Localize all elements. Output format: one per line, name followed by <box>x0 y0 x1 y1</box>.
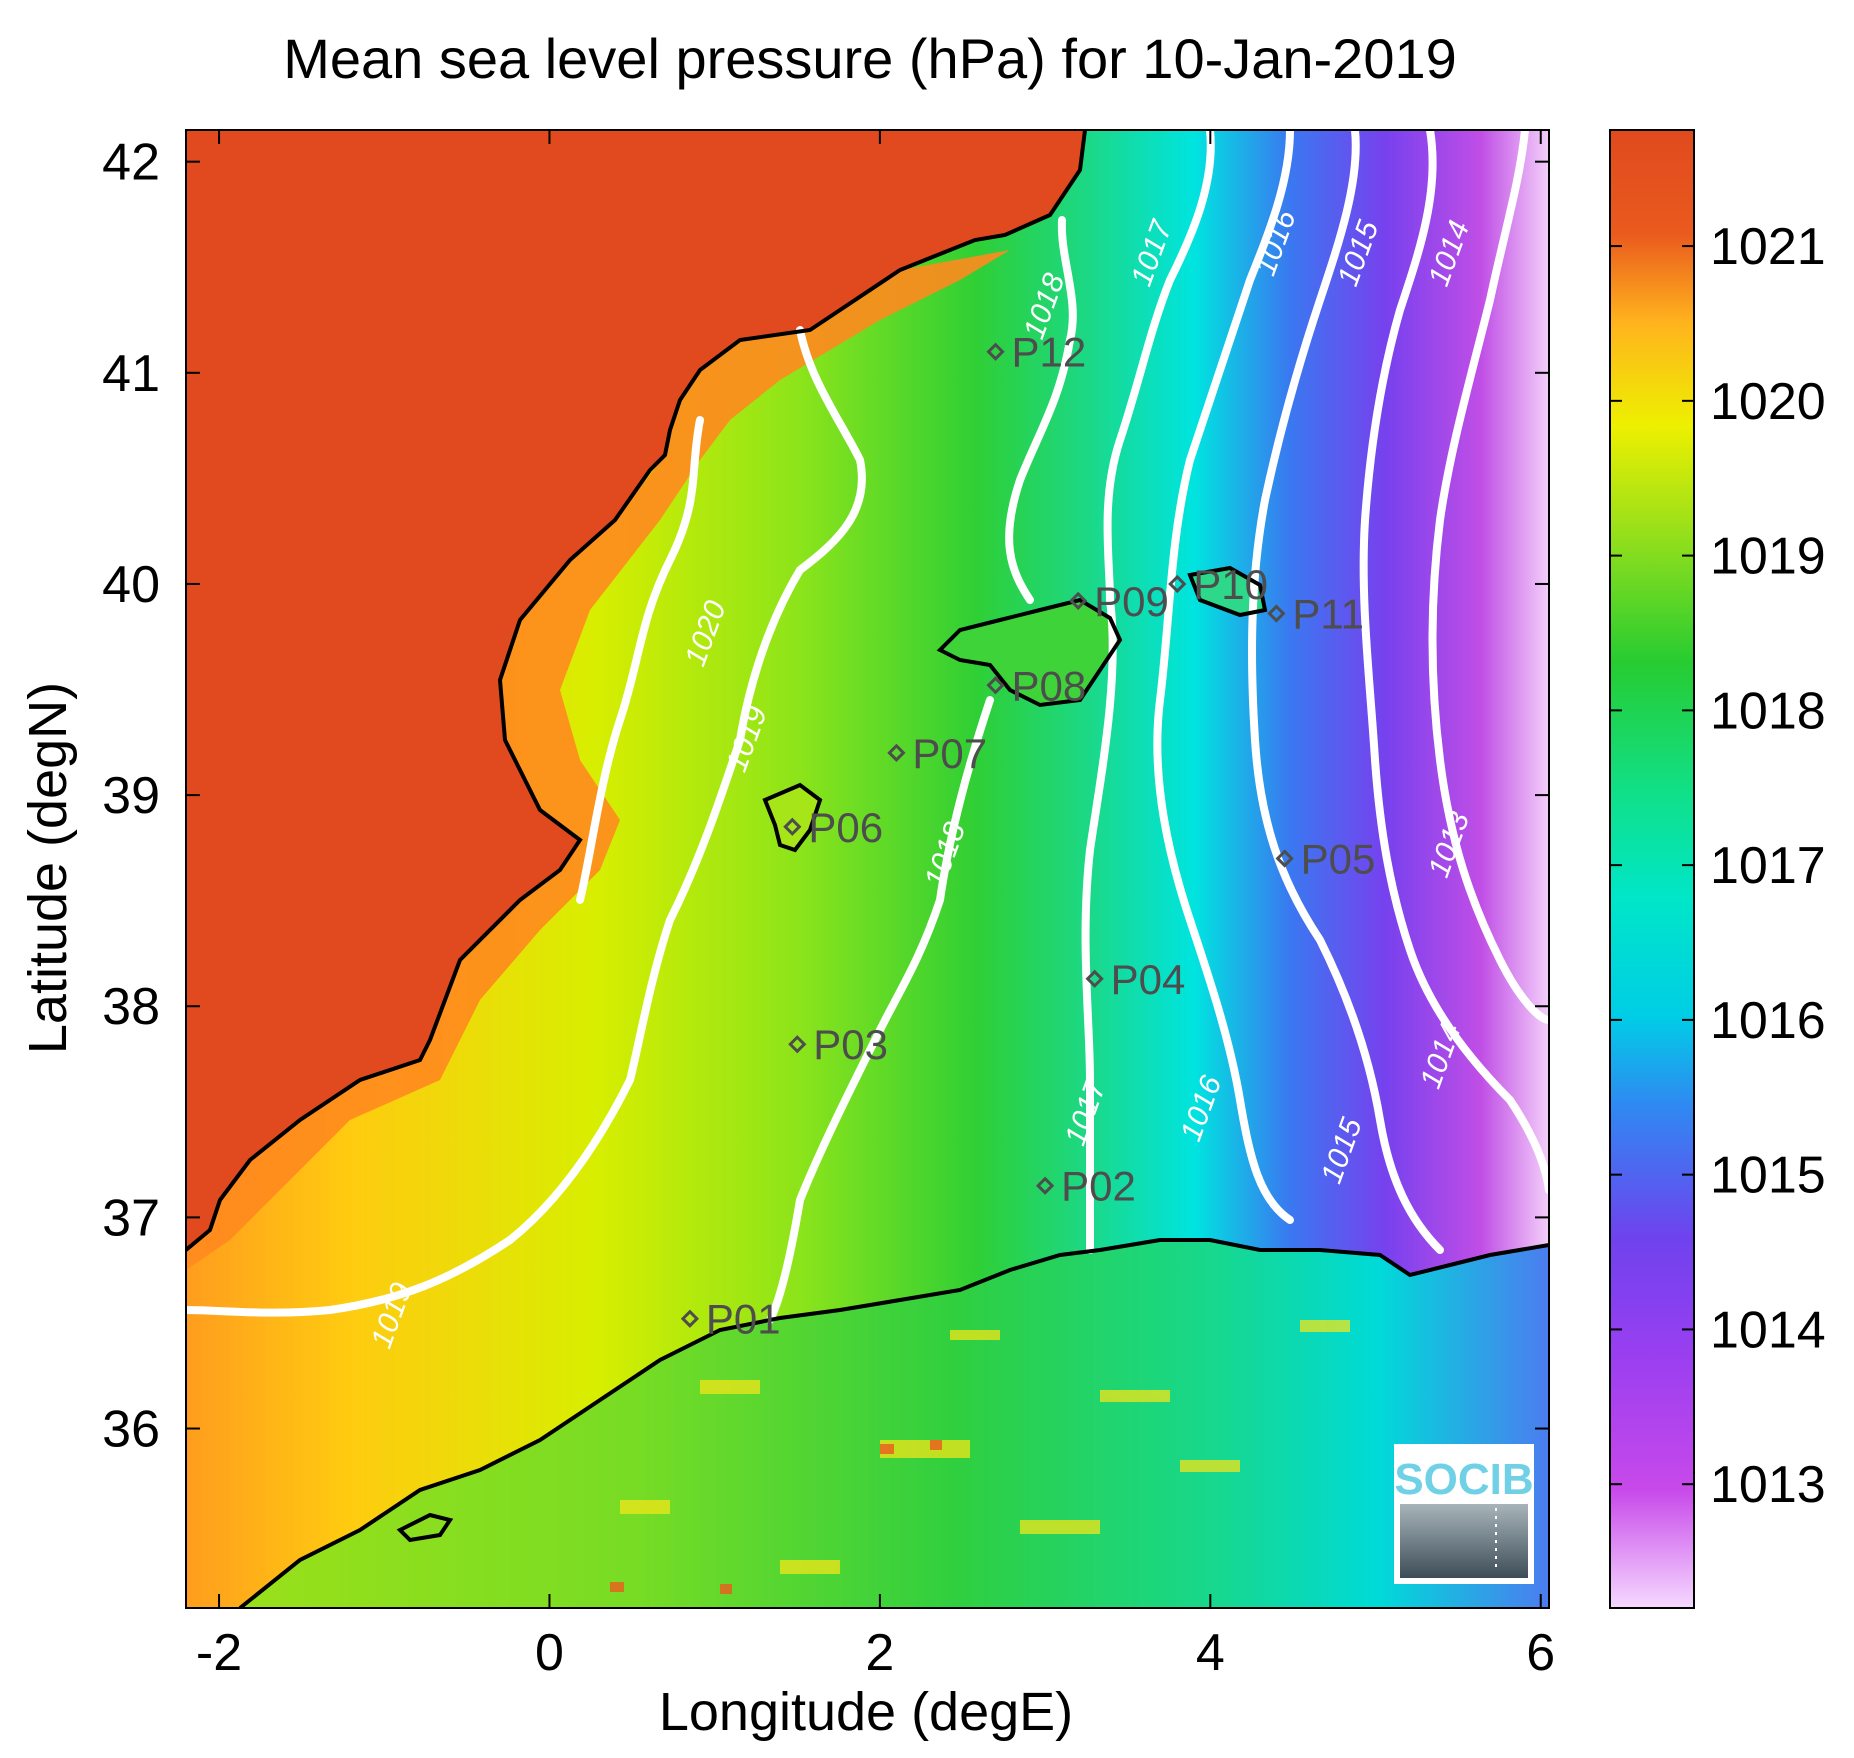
colorbar-tick-label: 1018 <box>1710 682 1826 740</box>
station-marker <box>1275 849 1294 868</box>
ibiza-coastline <box>762 782 823 853</box>
chart-title: Mean sea level pressure (hPa) for 10-Jan… <box>283 27 1457 90</box>
africa-texture <box>620 1320 1350 1574</box>
map-area: 1020101910191018101810171017101610161015… <box>186 130 1549 1608</box>
station-label: P07 <box>912 730 987 777</box>
station-label: P02 <box>1061 1163 1136 1210</box>
colorbar-tick-label: 1017 <box>1710 837 1826 895</box>
x-tick-label: 2 <box>865 1624 894 1682</box>
africa-hot-spots <box>610 1440 942 1594</box>
station-label: P04 <box>1111 956 1186 1003</box>
station-label: P08 <box>1012 662 1087 709</box>
mallorca <box>940 600 1120 705</box>
colorbar-tick-label: 1013 <box>1710 1456 1826 1514</box>
x-tick-label: 0 <box>535 1624 564 1682</box>
station-label: P03 <box>813 1021 888 1068</box>
isobar-1019 <box>186 326 866 1317</box>
y-axis: 36 37 38 39 40 41 42 <box>102 134 1549 1459</box>
y-tick-label: 42 <box>102 134 160 192</box>
station-marker <box>986 342 1005 361</box>
mallorca-coastline <box>936 597 1123 708</box>
colorbar-tick-label: 1016 <box>1710 992 1826 1050</box>
station-label: P12 <box>1012 329 1087 376</box>
colorbar-tick-label: 1021 <box>1710 218 1826 276</box>
colorbar-axis: 1013 1014 1015 1016 1017 1018 1019 1020 1021 <box>1610 218 1826 1514</box>
station-label: P06 <box>808 804 883 851</box>
y-tick-label: 40 <box>102 556 160 614</box>
station-marker <box>680 1309 700 1328</box>
station-marker <box>986 676 1005 695</box>
colorbar <box>1609 129 1695 1609</box>
colorbar-tick-label: 1014 <box>1710 1301 1826 1359</box>
isobar-1017 <box>1081 130 1215 1254</box>
isobar-1020 <box>576 416 704 904</box>
socib-logo: SOCIB <box>1394 1444 1534 1584</box>
station-marker <box>1267 604 1286 623</box>
station-marker <box>1168 574 1187 594</box>
y-axis-label: Latitude (degN) <box>18 682 78 1054</box>
isobar-lines <box>186 130 1549 1324</box>
isobar-1018-north <box>1005 216 1077 604</box>
y-tick-label: 41 <box>102 345 160 403</box>
station-marker <box>783 817 802 836</box>
station-label: P11 <box>1292 591 1364 638</box>
x-tick-label: -2 <box>196 1624 242 1682</box>
station-marker <box>1035 1176 1055 1195</box>
station-label: P10 <box>1193 561 1268 608</box>
africa-land <box>240 1240 1549 1608</box>
isobar-1013 <box>1428 130 1549 1024</box>
iberia-land <box>186 130 1085 1250</box>
map-frame <box>185 129 1550 1609</box>
isobar-1015 <box>1248 130 1444 1254</box>
station-label: P05 <box>1301 835 1376 882</box>
iberia-coast-band <box>186 250 1010 1270</box>
socib-logo-text: SOCIB <box>1394 1455 1533 1504</box>
colorbar-tick-label: 1015 <box>1710 1147 1826 1205</box>
station-label: P09 <box>1094 578 1169 625</box>
x-axis-label: Longitude (degE) <box>659 1682 1073 1742</box>
x-tick-label: 4 <box>1196 1624 1225 1682</box>
station-marker <box>1069 591 1088 610</box>
africa-coastline <box>238 1238 1549 1608</box>
station-label: P01 <box>706 1296 781 1343</box>
station-marker <box>1085 969 1104 988</box>
alboran-coastline <box>396 1512 454 1543</box>
y-tick-label: 39 <box>102 767 160 825</box>
colorbar-tick-label: 1019 <box>1710 528 1826 586</box>
isobar-1018-south <box>766 696 994 1324</box>
station-marker <box>788 1035 807 1054</box>
y-tick-label: 36 <box>102 1401 160 1459</box>
menorca-coastline <box>1187 565 1268 618</box>
iberia-coastline <box>186 130 1087 1252</box>
y-tick-label: 37 <box>102 1189 160 1247</box>
x-tick-label: 6 <box>1526 1624 1555 1682</box>
isobar-1014 <box>1359 130 1549 1194</box>
colorbar-tick-label: 1020 <box>1710 373 1826 431</box>
isobar-1016 <box>1153 130 1294 1224</box>
x-axis: -2 0 2 4 6 <box>196 130 1555 1682</box>
socib-logo-wave <box>1400 1504 1528 1578</box>
station-marker <box>887 743 906 762</box>
coastlines <box>186 130 1549 1608</box>
y-tick-label: 38 <box>102 978 160 1036</box>
